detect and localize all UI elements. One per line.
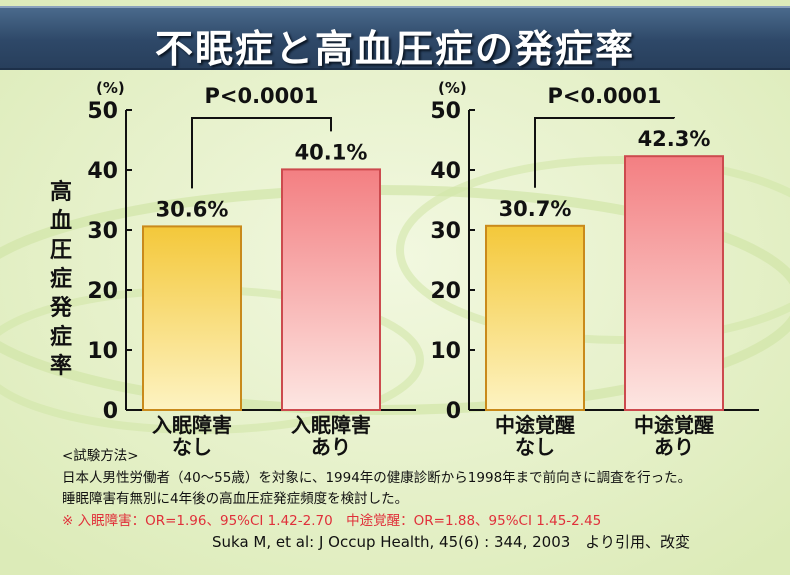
y-tick-label: 10 bbox=[430, 339, 461, 364]
y-tick-label: 30 bbox=[87, 219, 118, 244]
y-tick-label: 40 bbox=[87, 159, 118, 184]
bar-value-label: 30.6% bbox=[156, 197, 229, 221]
bar-value-label: 30.7% bbox=[499, 197, 572, 221]
unit-label: (%) bbox=[438, 79, 467, 97]
y-tick-label: 10 bbox=[87, 339, 118, 364]
odds-ratio-line: ※ 入眠障害：OR=1.96、95%CI 1.42-2.70 中途覚醒：OR=1… bbox=[62, 512, 602, 529]
significance-bracket bbox=[191, 117, 332, 189]
category-label: 入眠障害 bbox=[291, 413, 371, 437]
notes-block: <試験方法> 日本人男性労働者（40～55歳）を対象に、1994年の健康診断から… bbox=[62, 446, 691, 554]
unit-label: (%) bbox=[96, 79, 125, 97]
bar bbox=[281, 168, 381, 411]
bar-value-label: 42.3% bbox=[638, 127, 711, 151]
y-tick-label: 0 bbox=[103, 399, 118, 424]
category-label: 中途覚醒 bbox=[495, 413, 575, 437]
category-label: なし bbox=[515, 435, 555, 459]
y-axis-label-char: 高 bbox=[49, 180, 72, 205]
category-label: なし bbox=[172, 435, 212, 459]
title-bar: 不眠症と高血圧症の発症率 bbox=[0, 6, 790, 71]
category-label: 中途覚醒 bbox=[634, 413, 714, 437]
y-axis-label-char: 率 bbox=[49, 354, 72, 379]
significance-label: P<0.0001 bbox=[204, 84, 318, 108]
y-tick-label: 50 bbox=[430, 99, 461, 124]
method-line-2: 睡眠障害有無別に4年後の高血圧症発症頻度を検討した。 bbox=[62, 491, 409, 507]
bar bbox=[624, 155, 724, 411]
y-tick-label: 20 bbox=[87, 279, 118, 304]
category-label: 入眠障害 bbox=[152, 413, 232, 437]
y-axis-label-char: 圧 bbox=[49, 238, 72, 263]
citation: Suka M, et al: J Occup Health, 45(6) : 3… bbox=[212, 533, 690, 551]
y-axis-label: 高血圧症発症率 bbox=[48, 178, 74, 381]
page-title: 不眠症と高血圧症の発症率 bbox=[154, 27, 635, 71]
y-tick-label: 40 bbox=[430, 159, 461, 184]
y-tick-label: 20 bbox=[430, 279, 461, 304]
y-tick-label: 0 bbox=[446, 399, 461, 424]
y-axis-label-char: 発 bbox=[49, 296, 72, 321]
bar-value-label: 40.1% bbox=[295, 140, 368, 164]
y-tick-label: 50 bbox=[87, 99, 118, 124]
category-label: あり bbox=[654, 435, 694, 459]
y-axis-label-char: 血 bbox=[49, 209, 72, 234]
y-axis-label-char: 症 bbox=[49, 267, 72, 292]
bar bbox=[142, 225, 242, 411]
y-axis-label-char: 症 bbox=[49, 325, 72, 350]
significance-bracket bbox=[534, 117, 675, 188]
category-label: あり bbox=[311, 435, 351, 459]
method-line-1: 日本人男性労働者（40～55歳）を対象に、1994年の健康診断から1998年まで… bbox=[62, 469, 692, 486]
y-tick-label: 30 bbox=[430, 219, 461, 244]
method-heading: <試験方法> bbox=[62, 448, 139, 464]
bar bbox=[485, 224, 585, 411]
significance-label: P<0.0001 bbox=[547, 84, 661, 108]
y-axis-label-text: 高血圧症発症率 bbox=[48, 178, 74, 381]
